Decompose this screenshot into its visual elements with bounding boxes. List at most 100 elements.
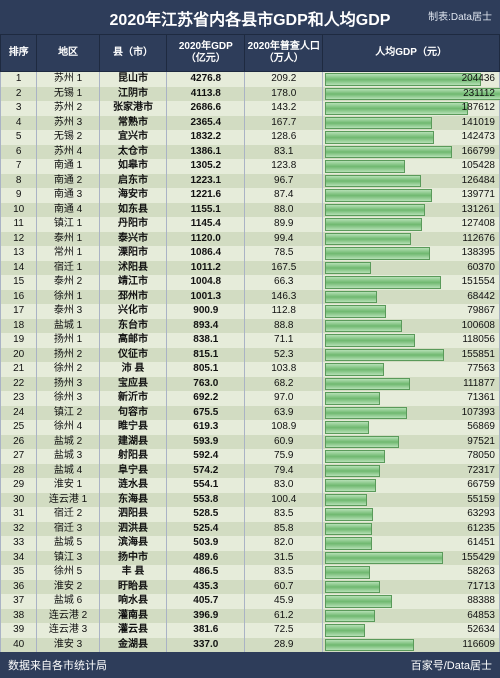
cell-gdp: 593.9 xyxy=(167,435,245,450)
cell-county: 响水县 xyxy=(99,594,167,609)
cell-region: 连云港 1 xyxy=(37,493,99,508)
cell-region: 无锡 2 xyxy=(37,130,99,145)
cell-rank: 33 xyxy=(1,536,37,551)
cell-county: 金湖县 xyxy=(99,638,167,653)
percap-bar xyxy=(325,508,373,521)
table-row: 6苏州 4太仓市1386.183.1166799 xyxy=(1,145,500,160)
cell-gdp: 838.1 xyxy=(167,333,245,348)
cell-county: 沭阳县 xyxy=(99,261,167,276)
cell-percap: 61235 xyxy=(323,522,500,537)
cell-gdp: 1155.1 xyxy=(167,203,245,218)
cell-pop: 85.8 xyxy=(245,522,323,537)
cell-pop: 108.9 xyxy=(245,420,323,435)
cell-percap: 58263 xyxy=(323,565,500,580)
table-row: 34镇江 3扬中市489.631.5155429 xyxy=(1,551,500,566)
percap-value: 139771 xyxy=(462,189,497,200)
cell-region: 扬州 3 xyxy=(37,377,99,392)
cell-region: 淮安 2 xyxy=(37,580,99,595)
percap-value: 126484 xyxy=(462,175,497,186)
percap-bar xyxy=(325,320,402,333)
cell-percap: 204436 xyxy=(323,72,500,87)
table-row: 12泰州 1泰兴市1120.099.4112676 xyxy=(1,232,500,247)
cell-gdp: 893.4 xyxy=(167,319,245,334)
percap-value: 141019 xyxy=(462,117,497,128)
cell-percap: 187612 xyxy=(323,101,500,116)
cell-region: 泰州 2 xyxy=(37,275,99,290)
cell-county: 建湖县 xyxy=(99,435,167,450)
cell-region: 徐州 5 xyxy=(37,565,99,580)
cell-percap: 155851 xyxy=(323,348,500,363)
cell-pop: 88.0 xyxy=(245,203,323,218)
cell-gdp: 489.6 xyxy=(167,551,245,566)
percap-bar xyxy=(325,624,365,637)
cell-pop: 79.4 xyxy=(245,464,323,479)
cell-gdp: 1086.4 xyxy=(167,246,245,261)
cell-pop: 89.9 xyxy=(245,217,323,232)
cell-region: 苏州 3 xyxy=(37,116,99,131)
cell-gdp: 4113.8 xyxy=(167,87,245,102)
table-row: 3苏州 2张家港市2686.6143.2187612 xyxy=(1,101,500,116)
cell-rank: 18 xyxy=(1,319,37,334)
cell-county: 兴化市 xyxy=(99,304,167,319)
table-row: 2无锡 1江阴市4113.8178.0231112 xyxy=(1,87,500,102)
percap-value: 155851 xyxy=(462,349,497,360)
cell-rank: 22 xyxy=(1,377,37,392)
percap-bar xyxy=(325,305,386,318)
cell-pop: 63.9 xyxy=(245,406,323,421)
percap-bar xyxy=(325,552,443,565)
table-row: 26盐城 2建湖县593.960.997521 xyxy=(1,435,500,450)
percap-value: 72317 xyxy=(467,465,497,476)
cell-rank: 12 xyxy=(1,232,37,247)
cell-region: 镇江 3 xyxy=(37,551,99,566)
cell-pop: 83.5 xyxy=(245,565,323,580)
cell-county: 句容市 xyxy=(99,406,167,421)
cell-percap: 77563 xyxy=(323,362,500,377)
cell-gdp: 525.4 xyxy=(167,522,245,537)
cell-rank: 30 xyxy=(1,493,37,508)
cell-county: 仪征市 xyxy=(99,348,167,363)
cell-rank: 21 xyxy=(1,362,37,377)
cell-county: 新沂市 xyxy=(99,391,167,406)
cell-county: 射阳县 xyxy=(99,449,167,464)
cell-region: 宿迁 1 xyxy=(37,261,99,276)
cell-region: 盐城 3 xyxy=(37,449,99,464)
cell-region: 苏州 1 xyxy=(37,72,99,87)
cell-gdp: 574.2 xyxy=(167,464,245,479)
cell-gdp: 692.2 xyxy=(167,391,245,406)
percap-value: 116609 xyxy=(462,639,497,650)
cell-percap: 116609 xyxy=(323,638,500,653)
cell-region: 宿迁 2 xyxy=(37,507,99,522)
footer-bar: 数据来自各市统计局 百家号/Data居士 xyxy=(0,652,500,678)
cell-rank: 36 xyxy=(1,580,37,595)
page-title: 2020年江苏省内各县市GDP和人均GDP xyxy=(110,12,391,29)
cell-rank: 13 xyxy=(1,246,37,261)
title-bar: 2020年江苏省内各县市GDP和人均GDP 制表:Data居士 xyxy=(0,0,500,34)
cell-region: 连云港 3 xyxy=(37,623,99,638)
cell-region: 盐城 6 xyxy=(37,594,99,609)
percap-bar xyxy=(325,247,430,260)
cell-region: 苏州 2 xyxy=(37,101,99,116)
cell-pop: 45.9 xyxy=(245,594,323,609)
percap-bar xyxy=(325,189,431,202)
cell-gdp: 381.6 xyxy=(167,623,245,638)
table-row: 5无锡 2宜兴市1832.2128.6142473 xyxy=(1,130,500,145)
percap-bar xyxy=(325,421,368,434)
cell-percap: 68442 xyxy=(323,290,500,305)
percap-bar xyxy=(325,146,452,159)
cell-county: 灌南县 xyxy=(99,609,167,624)
percap-bar xyxy=(325,610,374,623)
cell-gdp: 1011.2 xyxy=(167,261,245,276)
cell-gdp: 1120.0 xyxy=(167,232,245,247)
cell-county: 东海县 xyxy=(99,493,167,508)
percap-value: 97521 xyxy=(467,436,497,447)
percap-value: 63293 xyxy=(467,508,497,519)
cell-rank: 34 xyxy=(1,551,37,566)
cell-county: 睢宁县 xyxy=(99,420,167,435)
percap-value: 118056 xyxy=(462,334,497,345)
percap-value: 105428 xyxy=(462,160,497,171)
cell-region: 南通 1 xyxy=(37,159,99,174)
cell-region: 徐州 4 xyxy=(37,420,99,435)
percap-bar xyxy=(325,131,433,144)
percap-bar xyxy=(325,378,410,391)
cell-county: 昆山市 xyxy=(99,72,167,87)
